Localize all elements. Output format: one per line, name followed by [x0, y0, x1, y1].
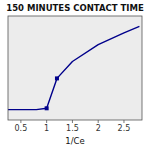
- plot-frame: [8, 16, 142, 120]
- x-tick: [72, 120, 73, 123]
- data-line: [8, 26, 139, 109]
- x-tick: [98, 120, 99, 123]
- chart: 0.5 1 1.5 2 2.5 150 MINUTES CONTACT TIME 1/Ce: [0, 0, 150, 150]
- title: 150 MINUTES CONTACT TIME: [6, 3, 144, 13]
- x-tick: [46, 120, 47, 123]
- x-axis-label: 1/Ce: [65, 136, 84, 146]
- x-tick: [123, 120, 124, 123]
- x-tick-label: 2.5: [118, 124, 131, 133]
- chart-container: 0.5 1 1.5 2 2.5 150 MINUTES CONTACT TIME 1/Ce: [0, 0, 150, 150]
- data-marker: [55, 76, 59, 80]
- plot-data: [8, 26, 139, 110]
- x-tick-label: 1: [44, 124, 49, 133]
- data-marker: [45, 106, 49, 110]
- x-tick-label: 0.5: [15, 124, 28, 133]
- plot-background: [8, 16, 142, 120]
- x-tick: [20, 120, 21, 123]
- x-axis: 0.5 1 1.5 2 2.5: [15, 120, 131, 133]
- x-tick-label: 2: [96, 124, 101, 133]
- x-tick-label: 1.5: [66, 124, 79, 133]
